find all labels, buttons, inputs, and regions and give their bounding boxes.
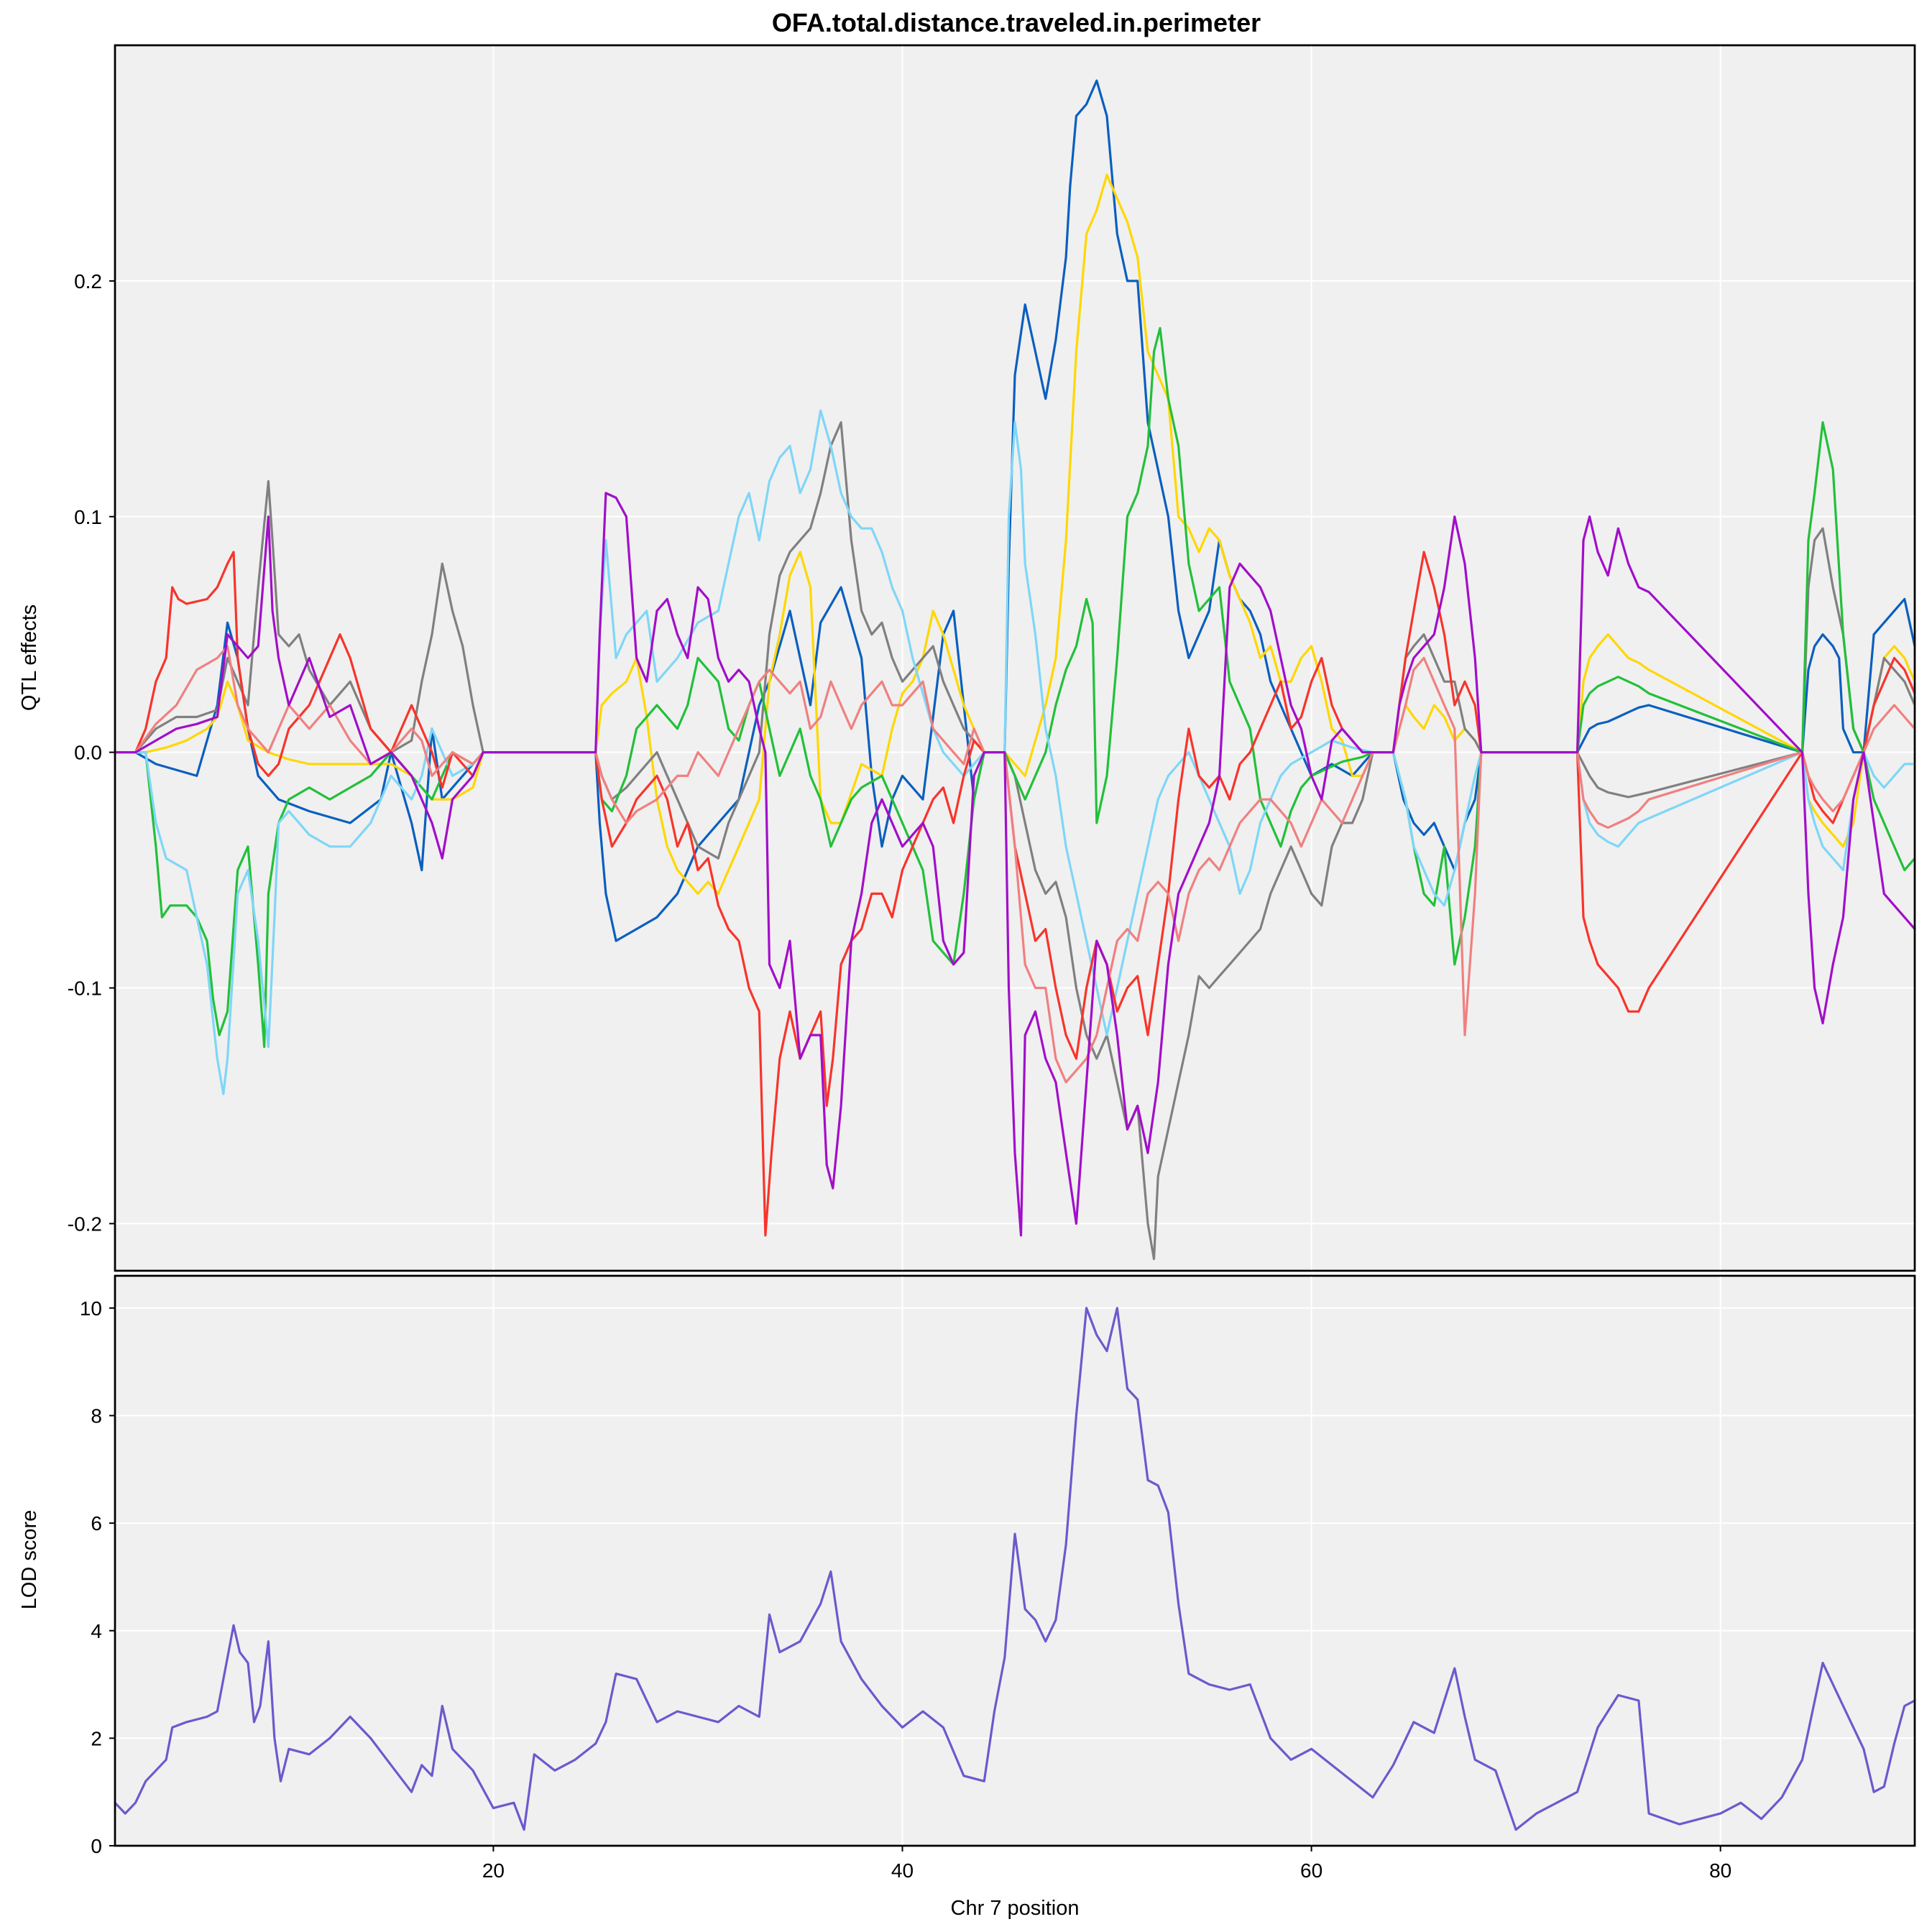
lod-panel: 0 2 4 6 8 10 20 40 60 80: [80, 1274, 1916, 1882]
chart-title: OFA.total.distance.traveled.in.perimeter: [772, 8, 1261, 37]
effects-panel: -0.2 -0.1 0.0 0.1 0.2: [68, 44, 1916, 1272]
x-tick-label: 40: [891, 1859, 914, 1882]
lod-panel-frame: [114, 1274, 1916, 1847]
lod-series-line: [114, 1307, 1916, 1831]
effects-y-axis-label: QTL effects: [18, 604, 41, 711]
x-tick-label: 20: [482, 1859, 505, 1882]
effects-panel-background: [114, 44, 1916, 1272]
lod-y-tick-label: 2: [91, 1727, 102, 1749]
x-tick-label: 80: [1709, 1859, 1731, 1882]
lod-y-axis-label: LOD score: [18, 1510, 41, 1610]
effects-panel-frame: [114, 44, 1916, 1272]
effects-y-ticks: -0.2 -0.1 0.0 0.1 0.2: [68, 270, 115, 1235]
lod-panel-background: [114, 1274, 1916, 1847]
lod-y-tick-label: 8: [91, 1405, 102, 1427]
effects-series-group: [114, 79, 1916, 1261]
effects-y-tick-label: 0.1: [74, 506, 102, 528]
lod-y-tick-label: 0: [91, 1835, 102, 1857]
effects-y-tick-label: 0.2: [74, 270, 102, 293]
lod-y-tick-label: 4: [91, 1620, 102, 1642]
lod-x-ticks: 20 40 60 80: [482, 1846, 1731, 1882]
lod-series-group: [114, 1307, 1916, 1831]
lod-y-ticks: 0 2 4 6 8 10: [80, 1297, 115, 1857]
effect-series-gold: [114, 173, 1916, 895]
effects-grid: [115, 45, 1915, 1271]
effects-y-tick-label: -0.2: [68, 1213, 102, 1235]
effect-series-purple: [114, 492, 1916, 1237]
lod-y-tick-label: 6: [91, 1512, 102, 1535]
lod-y-tick-label: 10: [80, 1297, 102, 1320]
effects-y-tick-label: -0.1: [68, 978, 102, 1000]
effects-y-tick-label: 0.0: [74, 742, 102, 764]
x-tick-label: 60: [1300, 1859, 1322, 1882]
x-axis-label: Chr 7 position: [951, 1897, 1080, 1920]
